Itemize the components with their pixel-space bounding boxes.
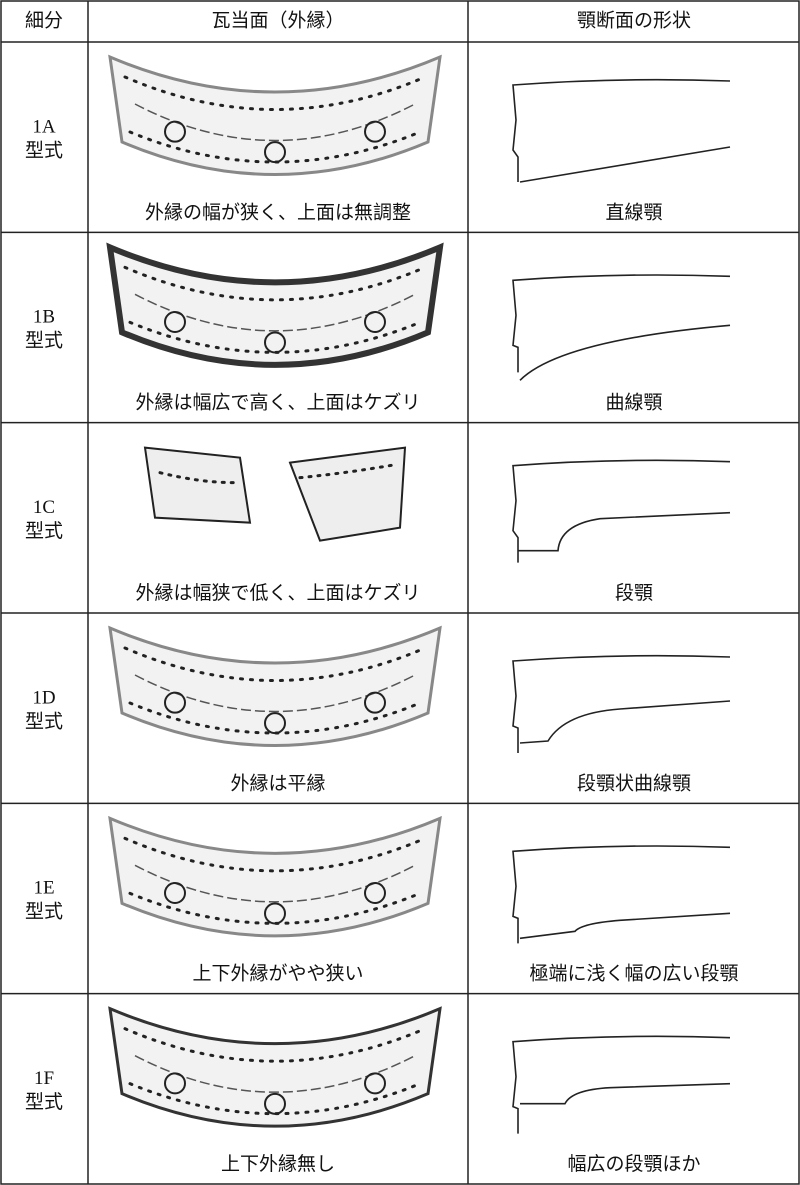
- section-profile: [512, 654, 731, 753]
- tile-shape: [123, 836, 427, 873]
- type-label: 型式: [25, 901, 63, 923]
- face-caption: 上下外縁がやや狭い: [192, 963, 363, 985]
- rosette: [164, 1072, 186, 1095]
- face-caption: 上下外縁無し: [221, 1153, 335, 1175]
- tile-shape: [134, 1055, 416, 1093]
- section-profile: [512, 1035, 731, 1134]
- type-id: 1A: [32, 116, 56, 137]
- rosette: [264, 331, 286, 354]
- type-label: 型式: [25, 1091, 63, 1113]
- rosette: [264, 712, 286, 735]
- type-label: 型式: [25, 520, 63, 542]
- section-profile: [519, 146, 731, 183]
- rosette: [364, 1072, 386, 1095]
- rosette: [364, 881, 386, 904]
- tile-shape: [108, 625, 442, 747]
- face-caption: 外縁は平縁: [230, 772, 325, 794]
- type-label: 型式: [25, 710, 63, 732]
- tile-shape: [288, 446, 407, 542]
- section-profile: [512, 845, 731, 944]
- tile-rubbing: [108, 54, 442, 176]
- rosette: [364, 691, 386, 714]
- section-profile: [519, 700, 731, 744]
- rosette: [164, 120, 186, 143]
- section-profile: [520, 1082, 731, 1105]
- tile-shape: [298, 463, 397, 480]
- rosette: [364, 310, 386, 333]
- section-caption: 直線顎: [605, 201, 662, 223]
- face-caption: 外縁は幅広で高く、上面はケズリ: [135, 392, 420, 414]
- rosette: [264, 141, 286, 164]
- type-id: 1D: [32, 687, 55, 708]
- tile-shape: [158, 471, 237, 485]
- face-caption: 外縁の幅が狭く、上面は無調整: [145, 201, 411, 223]
- tile-shape: [108, 54, 442, 176]
- tile-rubbing: [108, 1006, 442, 1128]
- type-id: 1C: [33, 497, 55, 518]
- section-caption: 幅広の段顎ほか: [567, 1153, 700, 1175]
- section-profile: [512, 274, 731, 373]
- tile-shape: [106, 242, 444, 368]
- section-profile: [518, 511, 731, 552]
- tile-shape: [123, 646, 427, 682]
- type-id: 1B: [33, 307, 55, 328]
- rosette: [164, 691, 186, 714]
- tile-shape: [134, 103, 416, 142]
- section-caption: 段顎: [615, 582, 653, 604]
- face-caption: 外縁は幅狭で低く、上面はケズリ: [135, 582, 420, 604]
- tile-shape: [134, 864, 416, 903]
- section-profile: [519, 324, 731, 381]
- rosette: [264, 902, 286, 925]
- section-caption: 段顎状曲線顎: [577, 772, 691, 794]
- tile-shape: [123, 265, 427, 302]
- section-profile: [512, 459, 731, 563]
- tile-shape: [108, 1006, 442, 1128]
- section-profile: [519, 912, 731, 940]
- tile-shape: [123, 1027, 427, 1063]
- tile-rubbing: [143, 446, 407, 542]
- header-cell: 細分: [25, 9, 63, 31]
- tile-shape: [123, 75, 427, 111]
- type-label: 型式: [25, 139, 63, 161]
- tile-shape: [108, 815, 442, 938]
- tile-rubbing: [108, 625, 442, 747]
- tile-rubbing: [108, 815, 442, 938]
- section-profile: [512, 78, 731, 182]
- tile-shape: [143, 446, 252, 524]
- type-id: 1E: [33, 878, 54, 899]
- section-caption: 曲線顎: [605, 392, 662, 414]
- tile-rubbing: [106, 242, 444, 368]
- tile-shape: [134, 674, 416, 713]
- rosette: [264, 1092, 286, 1115]
- header-cell: 顎断面の形状: [577, 9, 691, 31]
- type-label: 型式: [25, 330, 63, 352]
- rosette: [164, 310, 186, 333]
- section-caption: 極端に浅く幅の広い段顎: [529, 963, 738, 985]
- rosette: [364, 120, 386, 143]
- header-cell: 瓦当面（外縁）: [211, 9, 344, 31]
- rosette: [164, 881, 186, 904]
- tile-shape: [134, 293, 416, 332]
- type-id: 1F: [34, 1068, 54, 1089]
